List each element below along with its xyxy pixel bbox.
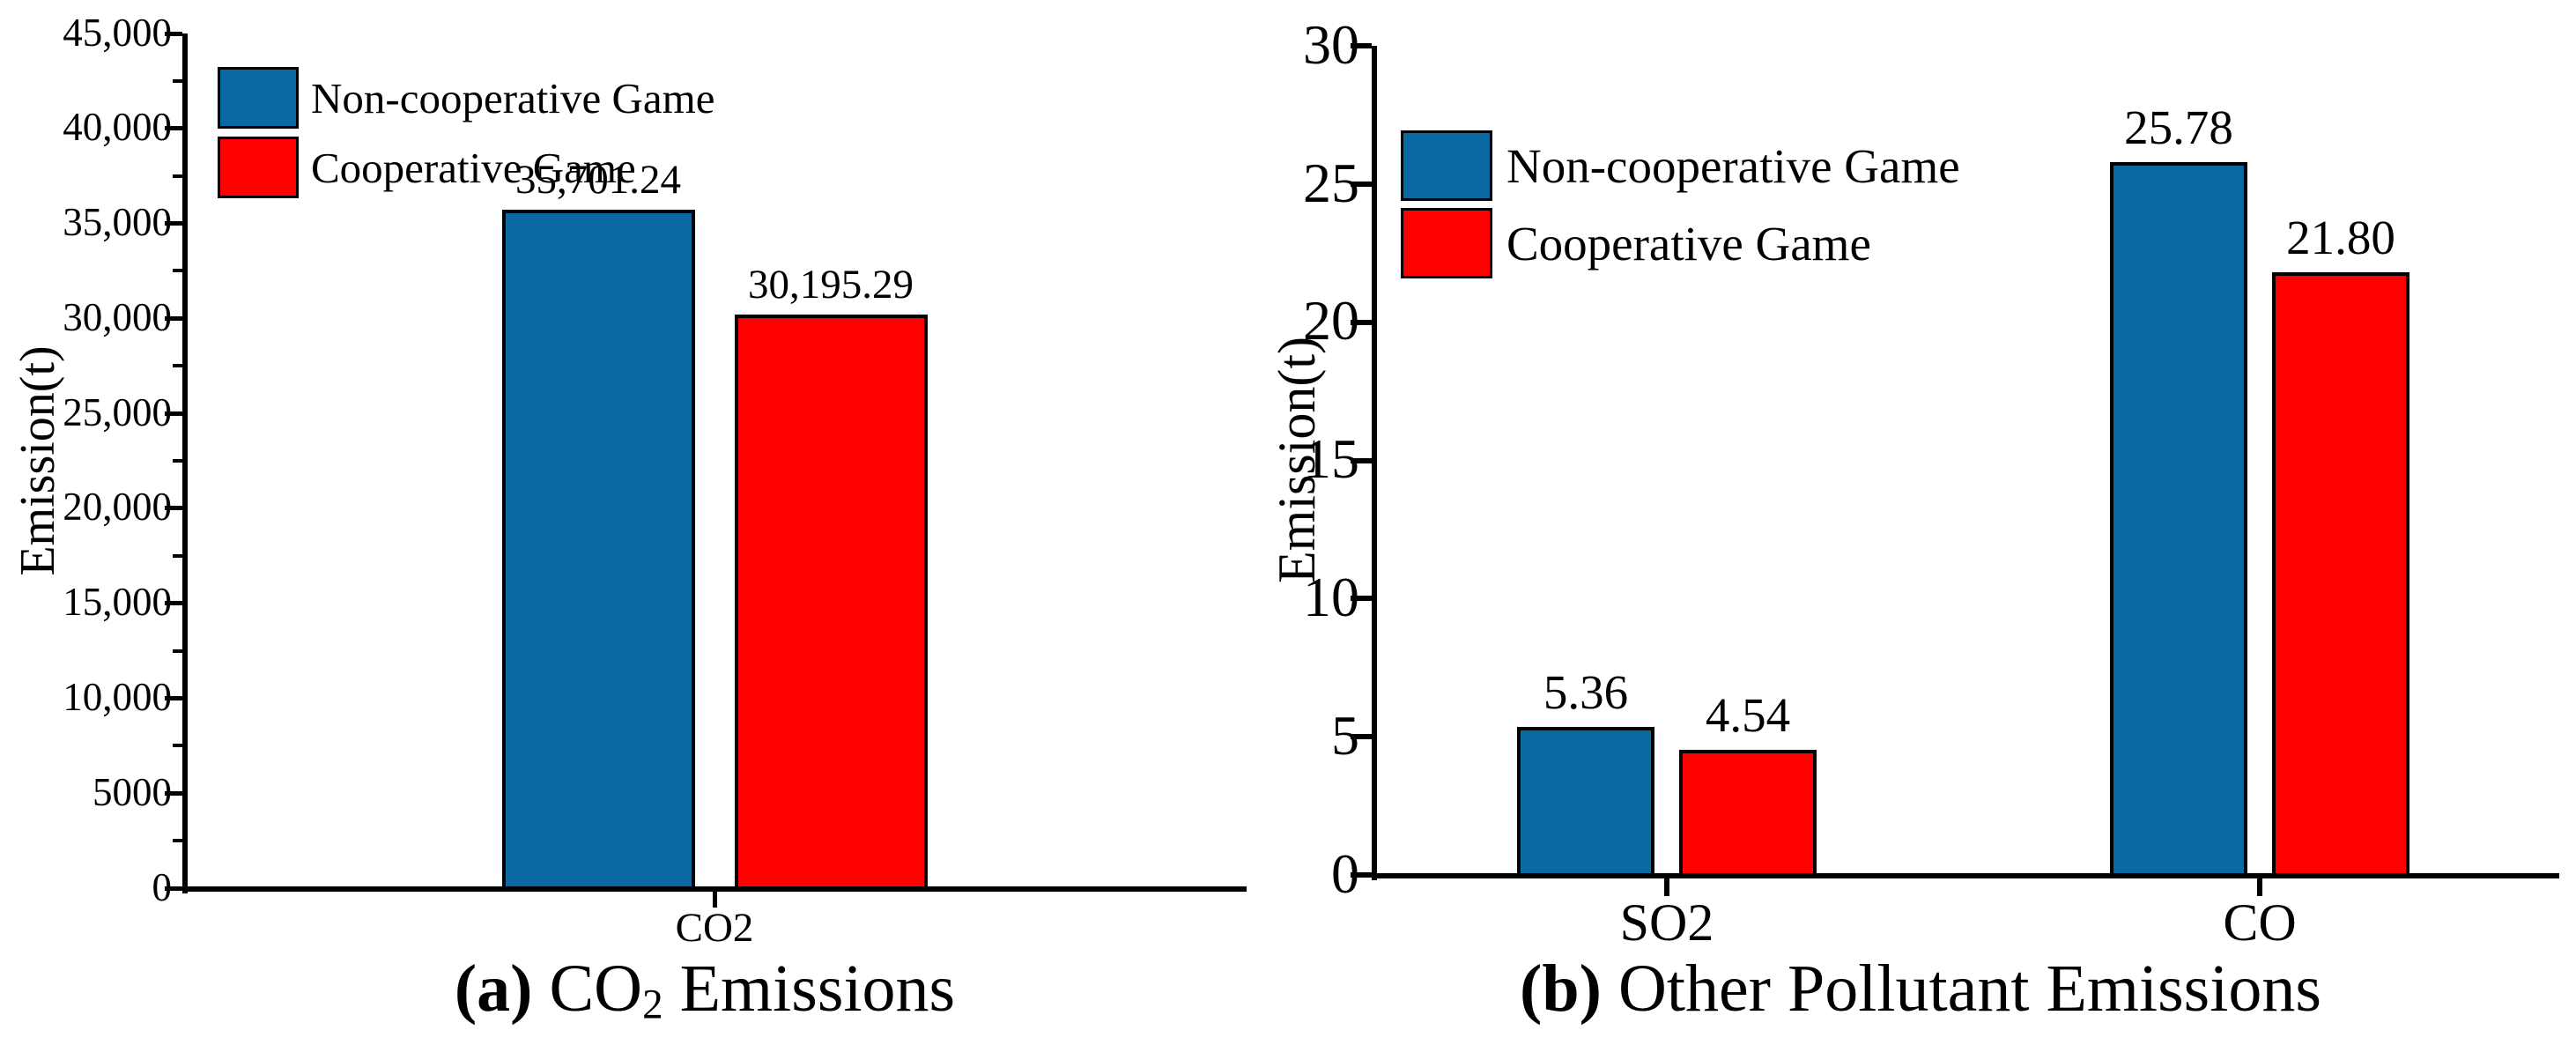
caption-b: (b) Other Pollutant Emissions <box>1520 952 2321 1026</box>
y-tick-label: 40,000 <box>63 105 172 150</box>
y-tick-label: 20 <box>1303 289 1359 352</box>
bar-value-label: 5.36 <box>1543 664 1629 719</box>
bar-value-label: 25.78 <box>2124 100 2233 155</box>
y-major-tick <box>165 221 182 226</box>
y-tick-label: 0 <box>1331 841 1359 905</box>
y-minor-tick <box>173 553 182 558</box>
y-tick-label: 35,000 <box>63 200 172 245</box>
bar-value-label: 35,701.24 <box>515 157 681 204</box>
y-major-tick <box>1351 43 1372 48</box>
y-major-tick <box>165 601 182 606</box>
legend-label-noncooperative: Non-cooperative Game <box>311 73 715 122</box>
y-major-tick <box>1351 181 1372 187</box>
y-tick-label: 5 <box>1331 703 1359 767</box>
y-minor-tick <box>173 174 182 178</box>
legend-swatch-noncooperative-icon <box>1401 130 1492 201</box>
caption-b-label: (b) <box>1520 952 1602 1026</box>
y-minor-tick <box>173 648 182 653</box>
legend-swatch-cooperative-icon <box>218 137 299 198</box>
x-category-label: CO <box>2223 893 2297 952</box>
y-minor-tick <box>173 839 182 843</box>
y-major-tick <box>165 886 182 891</box>
y-major-tick <box>1351 734 1372 740</box>
y-tick-label: 25,000 <box>63 389 172 434</box>
legend-swatch-cooperative-icon <box>1401 208 1492 278</box>
y-minor-tick <box>173 269 182 273</box>
legend-item-cooperative: Cooperative Game <box>1401 208 1960 278</box>
legend-item-noncooperative: Non-cooperative Game <box>1401 130 1960 201</box>
y-tick-label: 45,000 <box>63 10 172 55</box>
y-tick-label: 10,000 <box>63 675 172 720</box>
x-category-label: CO2 <box>675 905 754 951</box>
y-tick-label: 30,000 <box>63 294 172 339</box>
legend-item-cooperative: Cooperative Game <box>218 137 715 198</box>
bar-value-label: 4.54 <box>1705 687 1791 742</box>
y-major-tick <box>165 411 182 416</box>
y-major-tick <box>1351 872 1372 878</box>
legend-a: Non-cooperative Game Cooperative Game <box>218 67 715 198</box>
legend-label-noncooperative: Non-cooperative Game <box>1506 138 1960 193</box>
y-tick-label: 15 <box>1303 427 1359 491</box>
x-category-tick <box>1664 878 1669 896</box>
y-tick-label: 0 <box>152 864 173 909</box>
bar-SO2-cooperative <box>1679 749 1817 877</box>
y-tick-label: 15,000 <box>63 580 172 625</box>
y-tick-label: 10 <box>1303 566 1359 629</box>
y-major-tick <box>165 695 182 700</box>
y-major-tick <box>165 315 182 321</box>
bar-value-label: 21.80 <box>2286 211 2395 265</box>
y-tick-label: 20,000 <box>63 485 172 530</box>
caption-a: (a) CO2 Emissions <box>454 952 956 1028</box>
bar-CO2-cooperative <box>734 315 928 890</box>
bar-SO2-noncooperative <box>1517 726 1654 877</box>
y-minor-tick <box>173 364 182 368</box>
y-major-tick <box>165 31 182 36</box>
y-tick-label: 25 <box>1303 151 1359 214</box>
x-axis-line <box>1372 873 2559 878</box>
caption-a-subscript: 2 <box>642 982 663 1028</box>
y-tick-label: 30 <box>1303 12 1359 76</box>
y-axis-title-a: Emission(t) <box>11 345 65 576</box>
y-minor-tick <box>173 78 182 83</box>
x-axis-line <box>182 886 1247 892</box>
x-category-tick <box>2257 878 2262 896</box>
x-category-tick <box>712 892 717 908</box>
bar-value-label: 30,195.29 <box>748 262 914 308</box>
bar-CO2-noncooperative <box>501 210 695 890</box>
caption-a-label: (a) <box>454 952 533 1026</box>
y-axis-line <box>182 33 188 893</box>
legend-label-cooperative: Cooperative Game <box>1506 216 1871 271</box>
y-axis-title-b: Emission(t) <box>1268 337 1326 583</box>
y-major-tick <box>1351 596 1372 602</box>
legend-label-cooperative: Cooperative Game <box>311 143 636 192</box>
y-major-tick <box>165 126 182 131</box>
legend-item-noncooperative: Non-cooperative Game <box>218 67 715 129</box>
legend-b: Non-cooperative Game Cooperative Game <box>1401 130 1960 278</box>
y-minor-tick <box>173 459 182 463</box>
y-major-tick <box>1351 457 1372 463</box>
y-minor-tick <box>173 744 182 748</box>
y-axis-line <box>1372 46 1377 880</box>
y-major-tick <box>165 506 182 511</box>
x-category-label: SO2 <box>1619 893 1714 952</box>
bar-CO-cooperative <box>2272 272 2409 877</box>
y-major-tick <box>165 790 182 796</box>
bar-CO-noncooperative <box>2110 162 2247 877</box>
legend-swatch-noncooperative-icon <box>218 67 299 129</box>
y-major-tick <box>1351 319 1372 325</box>
y-tick-label: 5000 <box>93 769 172 814</box>
